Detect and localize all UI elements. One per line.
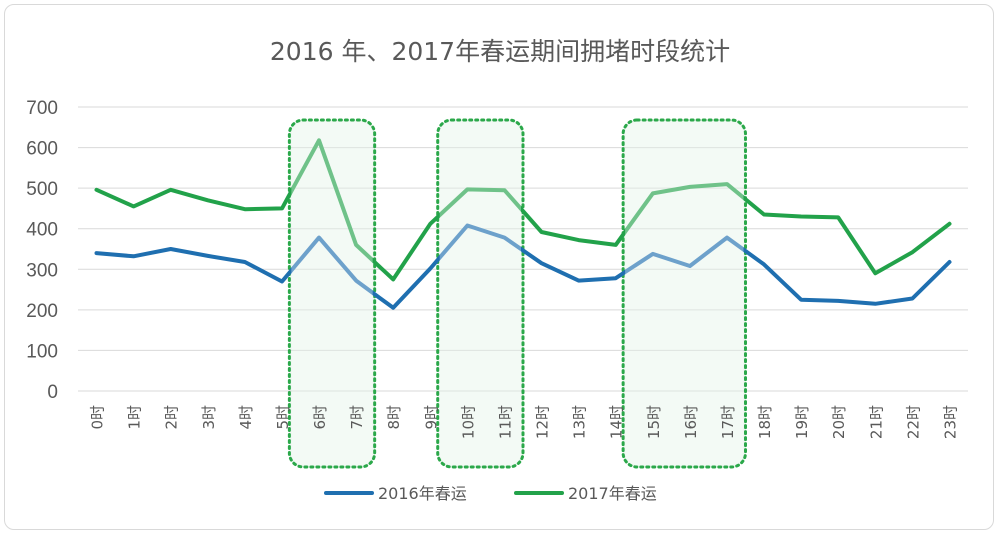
x-tick-label: 18时 — [756, 405, 774, 439]
x-tick-label: 7时 — [348, 405, 366, 430]
y-tick-label: 100 — [26, 341, 58, 362]
highlight-veil — [439, 122, 521, 465]
x-tick-label: 13时 — [571, 405, 589, 439]
x-tick-label: 4时 — [237, 405, 255, 430]
legend-label: 2016年春运 — [378, 484, 467, 503]
y-axis-ticks: 0 100 200 300 400 500 600 700 — [26, 98, 58, 403]
legend: 2016年春运 2017年春运 — [324, 484, 657, 503]
series-line — [94, 138, 952, 282]
x-tick-label: 5时 — [274, 405, 292, 430]
x-tick-label: 12时 — [534, 405, 552, 439]
x-tick-label: 1时 — [126, 405, 144, 430]
x-tick-label: 21时 — [867, 405, 885, 439]
x-tick-label: 19时 — [793, 405, 811, 439]
x-tick-label: 6时 — [311, 405, 329, 430]
highlight-box — [436, 118, 525, 469]
x-tick-label: 15时 — [645, 405, 663, 439]
x-tick-label: 14时 — [608, 405, 626, 439]
legend-label: 2017年春运 — [568, 484, 657, 503]
y-tick-label: 300 — [26, 260, 58, 281]
highlight-veils — [291, 122, 744, 465]
series-line — [94, 223, 952, 310]
highlight-veil — [625, 122, 744, 465]
x-tick-label: 0时 — [89, 405, 107, 430]
x-tick-label: 11时 — [496, 405, 514, 439]
x-tick-label: 3时 — [200, 405, 218, 430]
highlight-veil — [291, 122, 373, 465]
x-tick-label: 8时 — [385, 405, 403, 430]
y-tick-label: 200 — [26, 301, 58, 322]
y-tick-label: 700 — [26, 98, 58, 119]
x-tick-label: 22时 — [904, 405, 922, 439]
chart-frame — [4, 4, 994, 530]
x-tick-label: 9时 — [422, 405, 440, 430]
x-axis-ticks: 0时 1时 2时 3时 4时 5时 6时 7时 8时 9时 10时 11时 12时 13时 14时 15时 16… — [89, 405, 960, 439]
x-tick-label: 20时 — [830, 405, 848, 439]
x-tick-label: 17时 — [719, 405, 737, 439]
y-tick-label: 500 — [26, 179, 58, 200]
series-lines — [94, 138, 952, 310]
x-tick-label: 10时 — [459, 405, 477, 439]
y-tick-label: 0 — [47, 382, 58, 403]
x-tick-label: 2时 — [163, 405, 181, 430]
y-tick-label: 600 — [26, 139, 58, 160]
x-tick-label: 16时 — [682, 405, 700, 439]
highlight-box — [621, 118, 747, 469]
highlight-boxes — [287, 118, 747, 469]
y-tick-label: 400 — [26, 220, 58, 241]
x-tick-label: 23时 — [941, 405, 959, 439]
chart-title: 2016 年、2017年春运期间拥堵时段统计 — [270, 37, 730, 66]
